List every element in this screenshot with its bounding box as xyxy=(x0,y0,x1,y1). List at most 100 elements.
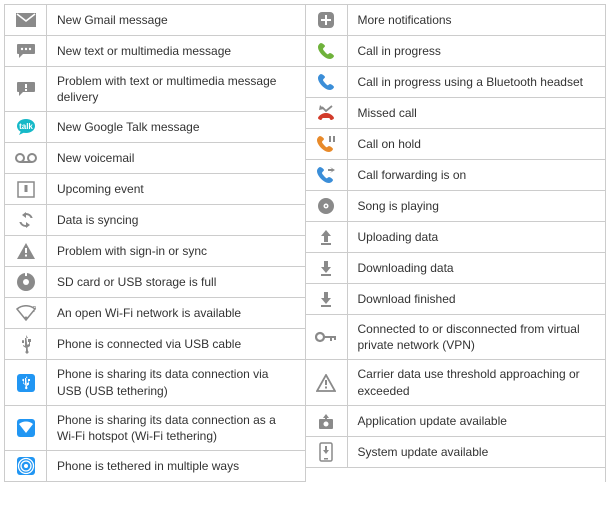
usb-icon xyxy=(15,333,37,355)
label: Phone is connected via USB cable xyxy=(47,330,305,358)
table-row: Call forwarding is on xyxy=(306,160,606,191)
label: Call in progress using a Bluetooth heads… xyxy=(348,68,606,96)
icon-cell xyxy=(306,222,348,252)
missed-call-icon xyxy=(315,102,337,124)
table-row: New text or multimedia message xyxy=(5,36,305,67)
icon-cell xyxy=(306,253,348,283)
table-row: Song is playing xyxy=(306,191,606,222)
right-column: More notifications Call in progress Call… xyxy=(306,5,606,482)
download-done-icon xyxy=(315,288,337,310)
icon-cell: ? xyxy=(5,298,47,328)
table-row: New voicemail xyxy=(5,143,305,174)
table-row: Problem with text or multimedia message … xyxy=(5,67,305,112)
icon-cell xyxy=(5,236,47,266)
label: Call in progress xyxy=(348,37,606,65)
label: System update available xyxy=(348,438,606,466)
table-row: ? An open Wi-Fi network is available xyxy=(5,298,305,329)
label: SD card or USB storage is full xyxy=(47,268,305,296)
icon-cell xyxy=(5,36,47,66)
table-row: talk New Google Talk message xyxy=(5,112,305,143)
table-row: Connected to or disconnected from virtua… xyxy=(306,315,606,360)
label: Uploading data xyxy=(348,223,606,251)
table-row: Upcoming event xyxy=(5,174,305,205)
system-update-icon xyxy=(315,441,337,463)
call-hold-icon xyxy=(315,133,337,155)
call-forward-icon xyxy=(315,164,337,186)
talk-icon: talk xyxy=(15,116,37,138)
table-row: Call on hold xyxy=(306,129,606,160)
table-row: Call in progress using a Bluetooth heads… xyxy=(306,67,606,98)
icon-cell xyxy=(306,36,348,66)
table-row: Downloading data xyxy=(306,253,606,284)
wifi-tether-icon xyxy=(15,417,37,439)
icon-cell xyxy=(306,437,348,467)
app-update-icon xyxy=(315,410,337,432)
download-icon xyxy=(315,257,337,279)
icon-cell xyxy=(306,5,348,35)
table-row: Call in progress xyxy=(306,36,606,67)
icon-cell xyxy=(5,205,47,235)
warning-icon xyxy=(15,240,37,262)
label: New Google Talk message xyxy=(47,113,305,141)
sync-icon xyxy=(15,209,37,231)
label: Phone is tethered in multiple ways xyxy=(47,452,305,480)
table-row: System update available xyxy=(306,437,606,468)
svg-text:talk: talk xyxy=(19,122,33,131)
svg-text:?: ? xyxy=(32,305,36,314)
label: Call forwarding is on xyxy=(348,161,606,189)
wifi-open-icon: ? xyxy=(15,302,37,324)
label: Problem with text or multimedia message … xyxy=(47,67,305,111)
icon-cell xyxy=(306,129,348,159)
label: Phone is sharing its data connection as … xyxy=(47,406,305,450)
sms-icon xyxy=(15,40,37,62)
data-threshold-icon xyxy=(315,372,337,394)
label: Upcoming event xyxy=(47,175,305,203)
table-row: Phone is tethered in multiple ways xyxy=(5,451,305,482)
icon-cell xyxy=(5,174,47,204)
label: Missed call xyxy=(348,99,606,127)
label: New text or multimedia message xyxy=(47,37,305,65)
more-icon xyxy=(315,9,337,31)
label: Data is syncing xyxy=(47,206,305,234)
icon-cell xyxy=(5,143,47,173)
sms-problem-icon xyxy=(15,78,37,100)
label: Problem with sign-in or sync xyxy=(47,237,305,265)
label: Carrier data use threshold approaching o… xyxy=(348,360,606,404)
label: Connected to or disconnected from virtua… xyxy=(348,315,606,359)
tether-multi-icon xyxy=(15,455,37,477)
label: More notifications xyxy=(348,6,606,34)
icon-cell xyxy=(306,98,348,128)
icon-cell xyxy=(5,329,47,359)
table-row: Carrier data use threshold approaching o… xyxy=(306,360,606,405)
label: Song is playing xyxy=(348,192,606,220)
icon-cell xyxy=(306,360,348,404)
icon-cell: talk xyxy=(5,112,47,142)
label: Application update available xyxy=(348,407,606,435)
icon-cell xyxy=(306,191,348,221)
label: Call on hold xyxy=(348,130,606,158)
voicemail-icon xyxy=(15,147,37,169)
icon-cell xyxy=(5,267,47,297)
label: New voicemail xyxy=(47,144,305,172)
call-icon xyxy=(315,40,337,62)
table-row: Missed call xyxy=(306,98,606,129)
table-row: Uploading data xyxy=(306,222,606,253)
label: Phone is sharing its data connection via… xyxy=(47,360,305,404)
table-row: New Gmail message xyxy=(5,5,305,36)
icon-reference-table: New Gmail message New text or multimedia… xyxy=(4,4,606,482)
icon-cell xyxy=(306,160,348,190)
table-row: Phone is sharing its data connection as … xyxy=(5,406,305,451)
table-row: Problem with sign-in or sync xyxy=(5,236,305,267)
icon-cell xyxy=(5,5,47,35)
label: Downloading data xyxy=(348,254,606,282)
table-row: More notifications xyxy=(306,5,606,36)
table-row: Application update available xyxy=(306,406,606,437)
vpn-icon xyxy=(315,326,337,348)
label: An open Wi-Fi network is available xyxy=(47,299,305,327)
icon-cell xyxy=(306,67,348,97)
icon-cell xyxy=(5,67,47,111)
song-icon xyxy=(315,195,337,217)
label: New Gmail message xyxy=(47,6,305,34)
calendar-icon xyxy=(15,178,37,200)
table-row: Phone is sharing its data connection via… xyxy=(5,360,305,405)
